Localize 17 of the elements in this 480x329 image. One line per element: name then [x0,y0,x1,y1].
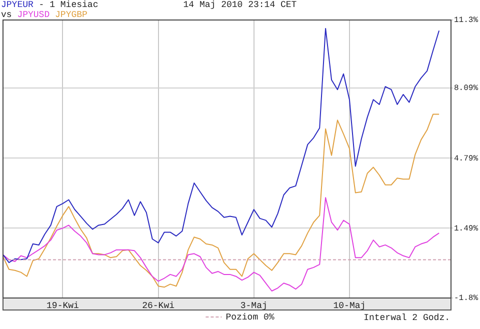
y-tick-label: 1.49% [454,224,478,234]
x-tick-label: 19-Kwi [46,300,79,311]
y-tick-label: -1.8% [454,294,478,304]
text: JPYGBP [55,10,88,20]
text: JPYUSD [17,10,50,20]
chart-title: - 1 Miesiac [38,0,98,10]
x-tick-label: 26-Kwi [142,300,175,311]
legend-label: Poziom 0% [226,312,275,322]
x-tick-label: 10-Maj [333,300,366,311]
text: JPYEUR [1,0,34,10]
y-tick-label: 8.09% [454,84,478,94]
y-tick-label: 4.79% [454,154,478,164]
chart-subtitle: 14 Maj 2010 23:14 CET [183,0,297,10]
text: Interwal 2 Godz. [364,313,450,323]
y-tick-label: 11.3% [454,16,478,26]
legend-title: vs [1,10,13,20]
x-tick-label: 3-Maj [240,300,268,311]
